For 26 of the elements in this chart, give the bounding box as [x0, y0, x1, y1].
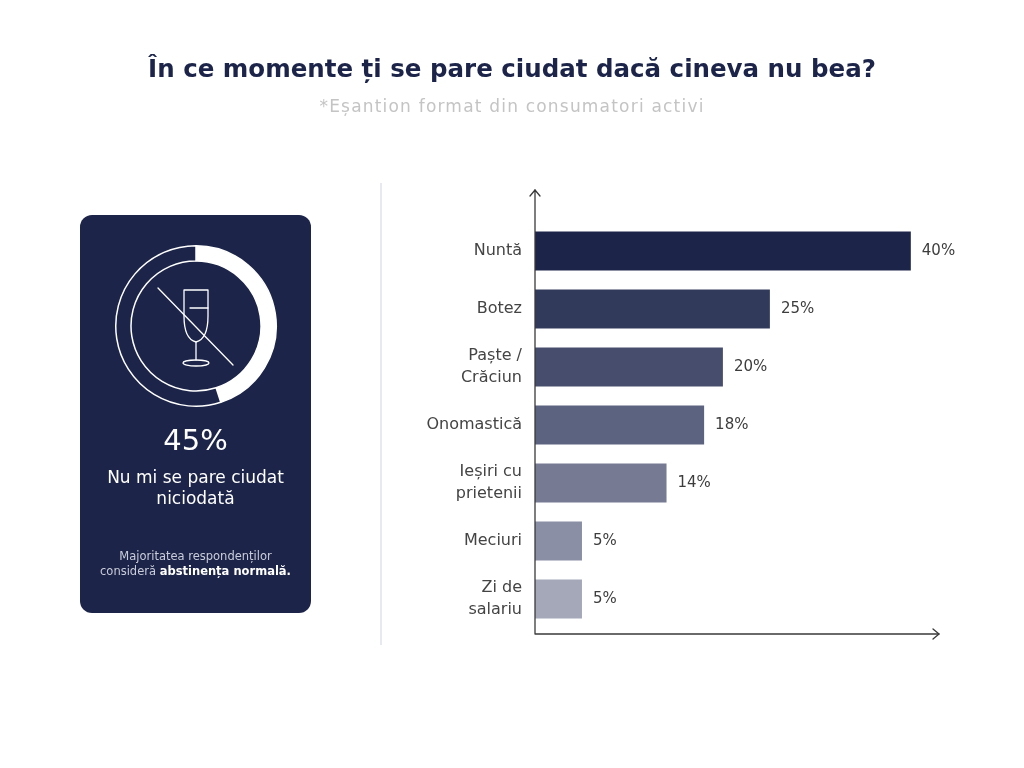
data-label: 20% — [733, 356, 768, 375]
y-tick-label: Onomastică — [426, 414, 522, 434]
bar — [535, 579, 582, 619]
bar — [535, 463, 667, 503]
data-label: 40% — [921, 240, 956, 259]
y-tick-label: Botez — [476, 298, 522, 318]
text: 45% — [162, 422, 229, 458]
bar — [535, 231, 911, 271]
bar — [535, 521, 582, 561]
bar — [535, 289, 770, 329]
data-label: 5% — [592, 588, 617, 607]
y-tick-label: Paște / Crăciun — [460, 345, 523, 386]
y-tick-label: Meciuri — [463, 530, 522, 550]
text: abstinența normală. — [159, 564, 291, 578]
chart-title: În ce momente ți se pare ciudat dacă cineva nu bea? — [147, 54, 877, 84]
y-tick-label: Ieșiri cu prietenii — [455, 461, 522, 502]
y-tick-label: Nuntă — [473, 240, 522, 260]
text: Nu mi se pare ciudat niciodată — [106, 467, 285, 509]
bar — [535, 405, 705, 445]
data-label: 5% — [592, 530, 617, 549]
y-tick-label: Zi de salariu — [468, 577, 522, 618]
data-label: 18% — [715, 414, 749, 433]
data-label: 14% — [677, 472, 711, 491]
chart-subtitle: *Eșantion format din consumatori activi — [318, 95, 706, 117]
data-label: 25% — [780, 298, 815, 317]
bar — [535, 347, 723, 387]
